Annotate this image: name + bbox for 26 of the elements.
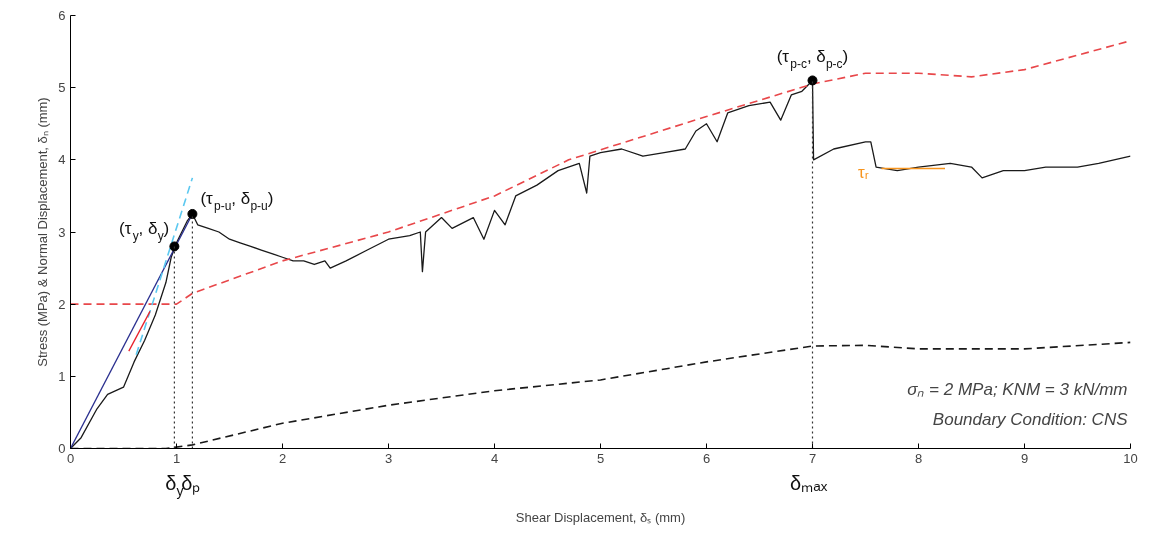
y-tick-label: 2: [58, 296, 66, 312]
point: [807, 75, 818, 86]
x-tick-label: 4: [490, 450, 499, 466]
y-axis-title: Stress (MPa) & Normal Displacement, δₙ (mm): [35, 97, 51, 367]
ref-line-label: δₘₐₓ: [790, 472, 828, 494]
point: [187, 208, 198, 219]
x-tick-label: 8: [914, 450, 923, 466]
point: [169, 241, 180, 252]
x-tick-label: 2: [278, 450, 287, 466]
x-tick-label: 3: [384, 450, 393, 466]
y-tick-label: 5: [58, 80, 66, 96]
x-tick-label: 6: [702, 450, 711, 466]
y-tick-label: 4: [58, 152, 66, 168]
x-tick-label: 10: [1123, 450, 1138, 466]
ref-line-label: δₚ: [181, 472, 201, 495]
annotation: Boundary Condition: CNS: [932, 409, 1129, 429]
y-tick-label: 6: [58, 8, 66, 23]
x-axis-title: Shear Displacement, δₛ (mm): [515, 509, 686, 525]
annotation: σₙ = 2 MPa; KNM = 3 kN/mm: [907, 379, 1128, 399]
x-tick-label: 9: [1020, 450, 1029, 466]
x-tick-label: 1: [172, 450, 181, 466]
x-tick-label: 7: [808, 450, 817, 466]
y-tick-label: 3: [58, 224, 66, 240]
annotation: τᵣ: [858, 163, 869, 183]
y-tick-label: 1: [58, 368, 66, 384]
x-tick-label: 5: [596, 450, 605, 466]
